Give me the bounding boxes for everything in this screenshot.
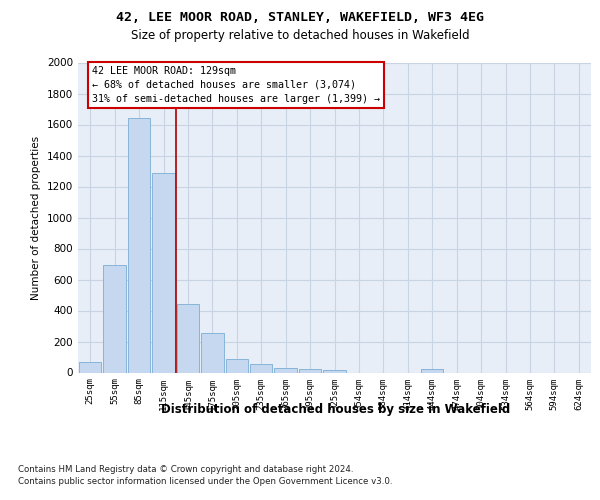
Y-axis label: Number of detached properties: Number of detached properties [31, 136, 41, 300]
Bar [226, 358, 248, 372]
Bar [176, 304, 199, 372]
Text: 42, LEE MOOR ROAD, STANLEY, WAKEFIELD, WF3 4EG: 42, LEE MOOR ROAD, STANLEY, WAKEFIELD, W… [116, 11, 484, 24]
Text: Distribution of detached houses by size in Wakefield: Distribution of detached houses by size … [161, 402, 511, 415]
Bar [421, 370, 443, 372]
Text: Contains public sector information licensed under the Open Government Licence v3: Contains public sector information licen… [18, 478, 392, 486]
Bar [103, 265, 126, 372]
Bar [201, 333, 224, 372]
Text: Contains HM Land Registry data © Crown copyright and database right 2024.: Contains HM Land Registry data © Crown c… [18, 465, 353, 474]
Bar [79, 362, 101, 372]
Bar [152, 174, 175, 372]
Bar [323, 370, 346, 372]
Bar [274, 368, 297, 372]
Bar [250, 364, 272, 372]
Text: 42 LEE MOOR ROAD: 129sqm
← 68% of detached houses are smaller (3,074)
31% of sem: 42 LEE MOOR ROAD: 129sqm ← 68% of detach… [92, 66, 380, 104]
Text: Size of property relative to detached houses in Wakefield: Size of property relative to detached ho… [131, 29, 469, 42]
Bar [299, 370, 322, 372]
Bar [128, 118, 151, 372]
